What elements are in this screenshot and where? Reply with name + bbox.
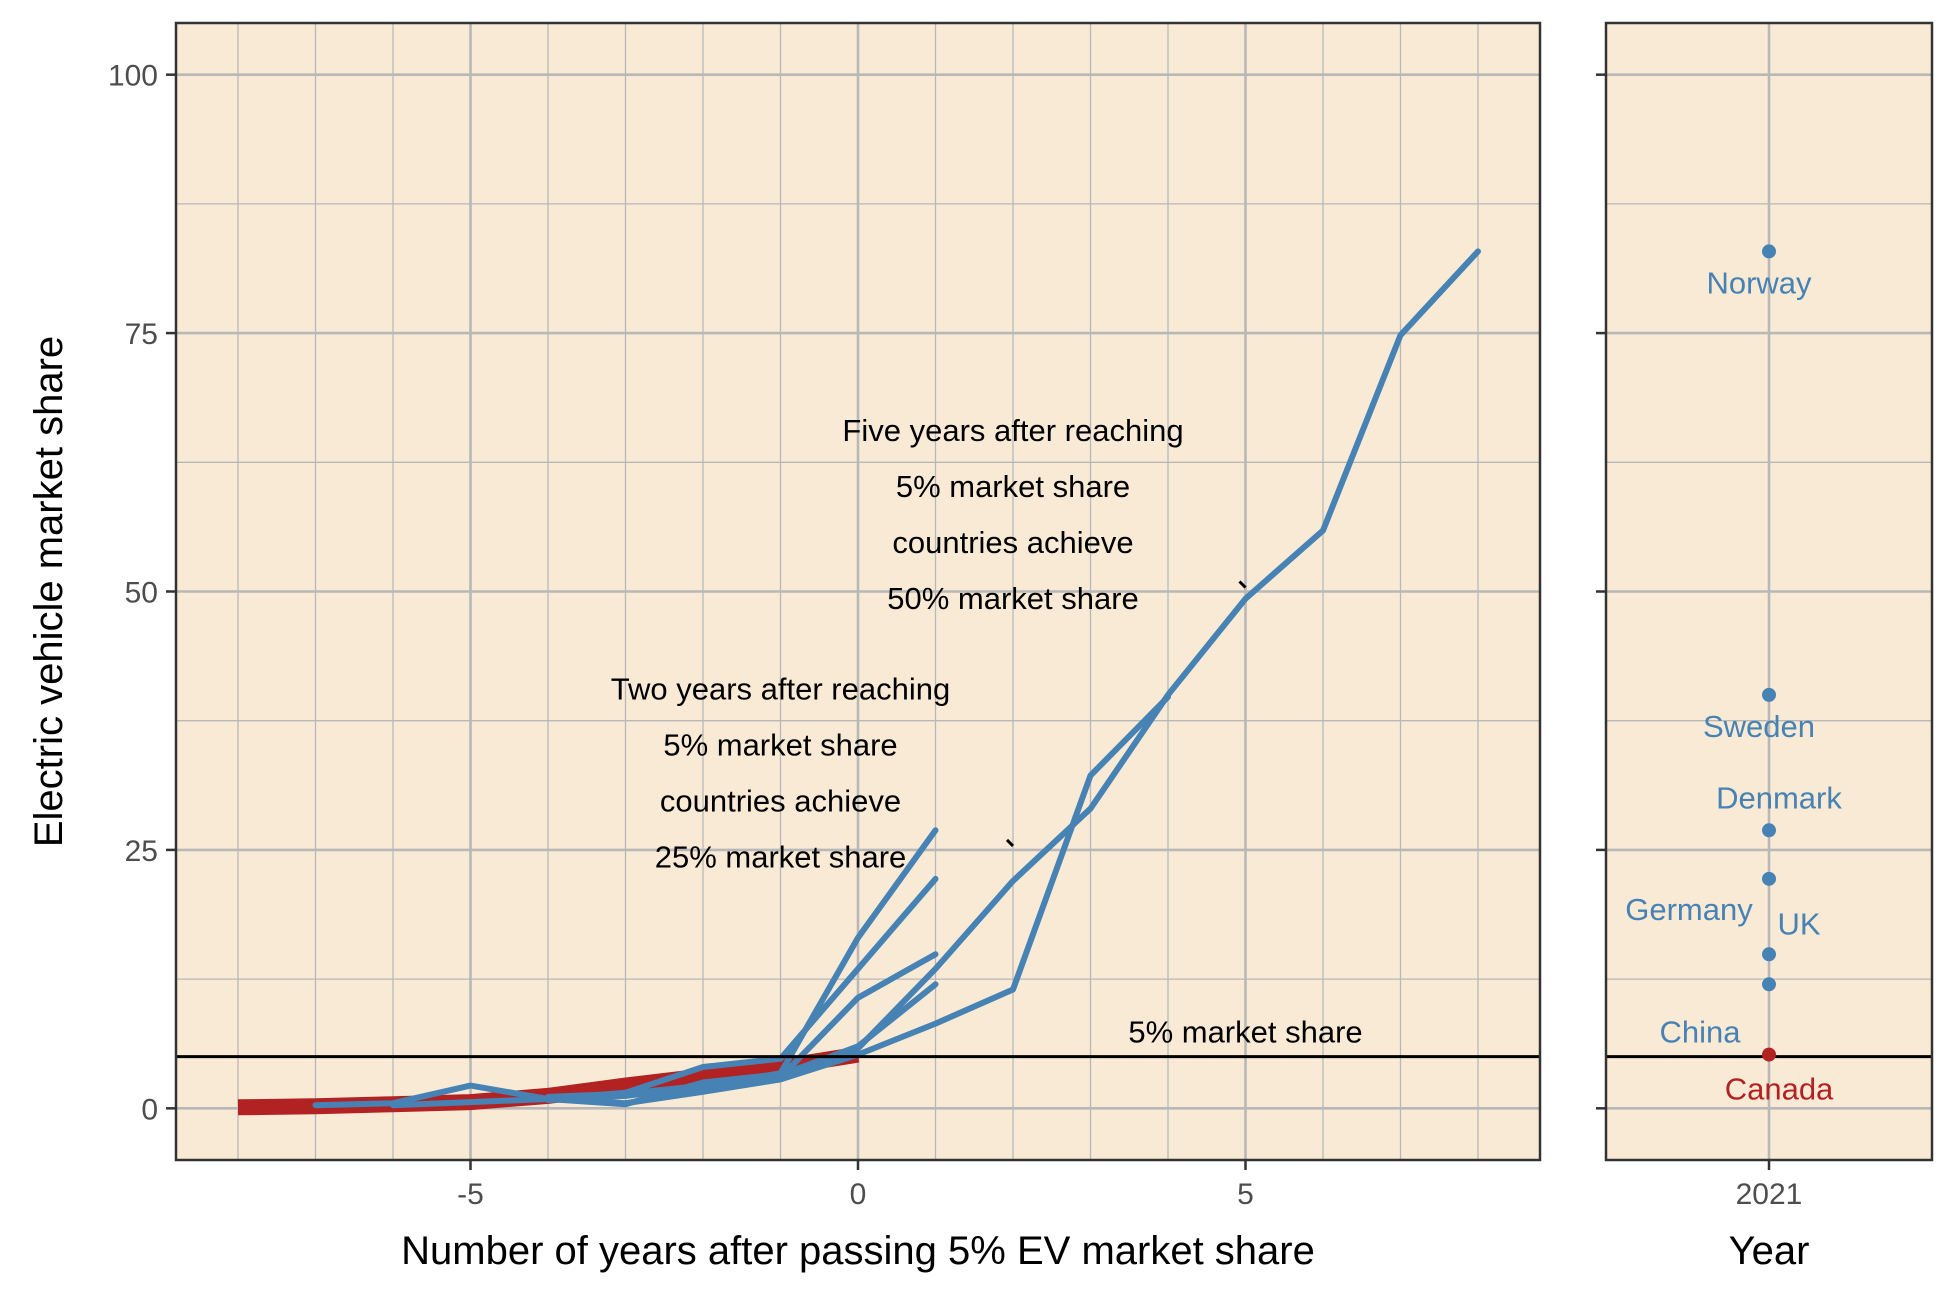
series-line-2 (312, 248, 1481, 1109)
y-tick-label: 75 (125, 318, 158, 351)
point-germany (1762, 871, 1776, 886)
left-panel-series (237, 248, 1481, 1116)
right-x-tick-label: 2021 (1736, 1178, 1803, 1211)
y-tick-label: 25 (125, 835, 158, 868)
point-canada (1762, 1047, 1776, 1062)
annotation-2-line-3: countries achieve (660, 783, 901, 818)
right-x-axis-title: Year (1729, 1229, 1810, 1273)
y-tick-label: 0 (141, 1093, 158, 1126)
point-label-denmark: Denmark (1716, 780, 1842, 815)
point-label-sweden: Sweden (1703, 709, 1815, 744)
left-panel-axes: 0 25 50 75 100 -5 0 5 (108, 60, 1254, 1211)
point-label-canada: Canada (1725, 1072, 1834, 1107)
annotations: Five years after reaching 5% market share… (611, 413, 1247, 874)
x-tick-label: 5 (1237, 1178, 1254, 1211)
annotation-1-line-3: countries achieve (892, 525, 1133, 560)
annotation-2-line-1: Two years after reaching (611, 671, 950, 706)
point-sweden (1762, 687, 1776, 702)
point-uk (1762, 947, 1776, 962)
y-tick-label: 50 (125, 577, 158, 610)
annotation-2-pointer (1005, 838, 1015, 847)
point-label-uk: UK (1777, 906, 1820, 941)
left-panel-grid (176, 23, 1540, 1160)
reference-line-label: 5% market share (1128, 1015, 1362, 1050)
y-axis-title: Electric vehicle market share (27, 336, 71, 847)
annotation-1-line-4: 50% market share (887, 581, 1139, 616)
right-panel-grid (1606, 23, 1932, 1160)
annotation-2-line-2: 5% market share (663, 727, 897, 762)
annotation-1-pointer (1238, 580, 1247, 589)
y-tick-label: 100 (108, 60, 158, 93)
point-label-norway: Norway (1706, 265, 1812, 300)
left-panel: 5% market share Five years after reachin… (27, 21, 1542, 1273)
country-points: Norway Sweden Denmark Germany UK China Canada (1625, 244, 1842, 1107)
point-norway (1762, 244, 1776, 259)
annotation-1-line-2: 5% market share (896, 469, 1130, 504)
point-denmark (1762, 823, 1776, 838)
point-label-germany: Germany (1625, 892, 1753, 927)
x-axis-title: Number of years after passing 5% EV mark… (401, 1229, 1315, 1273)
annotation-1-line-1: Five years after reaching (842, 413, 1183, 448)
series-line-7 (545, 981, 939, 1101)
point-china (1762, 977, 1776, 992)
point-label-china: China (1660, 1014, 1742, 1049)
x-tick-label: 0 (850, 1178, 867, 1211)
x-tick-label: -5 (457, 1178, 484, 1211)
annotation-2-line-4: 25% market share (655, 839, 907, 874)
right-panel-axes: 2021 (1596, 73, 1803, 1211)
